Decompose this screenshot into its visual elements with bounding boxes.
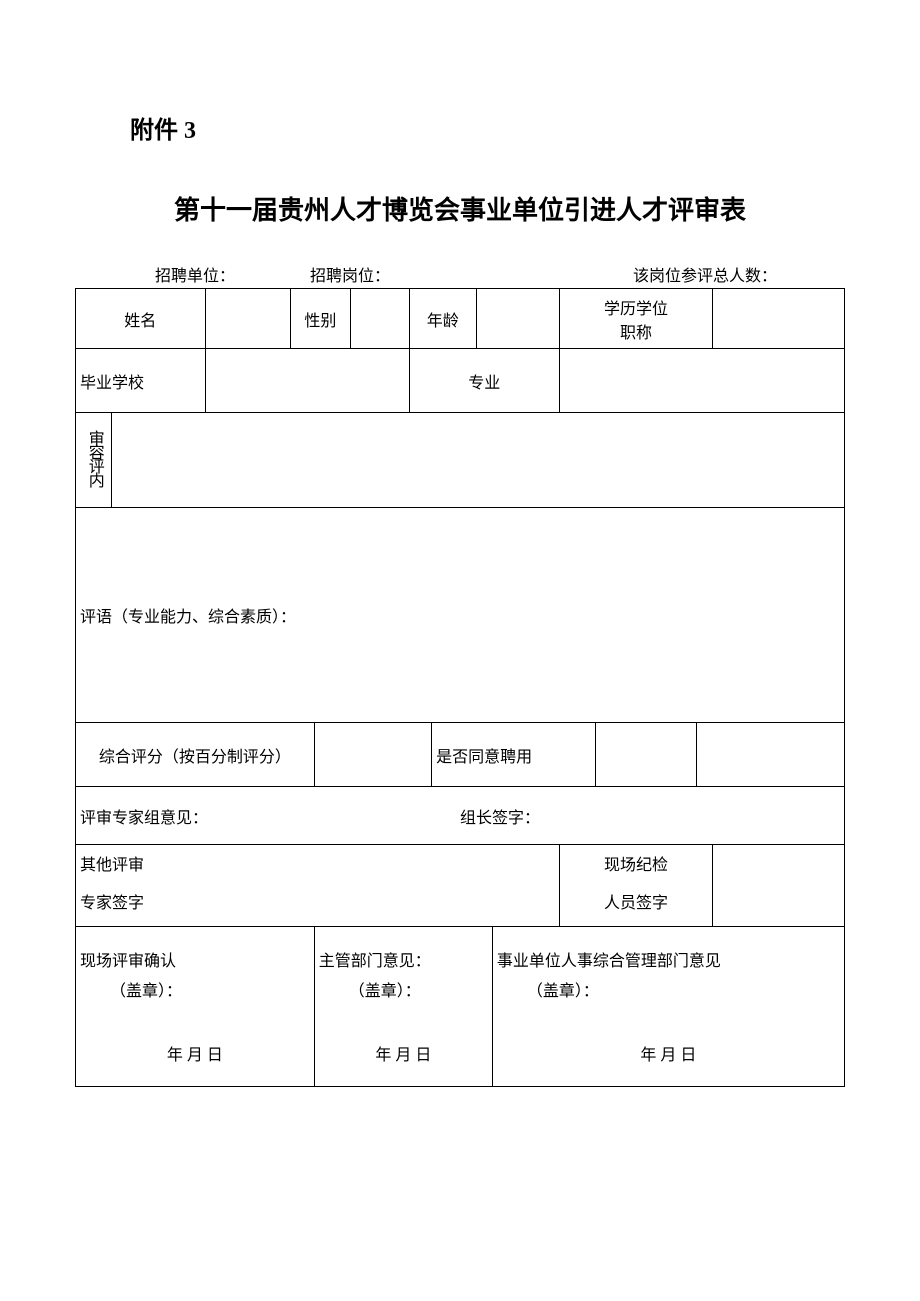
onsite-confirm-cell[interactable]: 现场评审确认 （盖章）： 年 月 日: [76, 926, 315, 1086]
gender-value[interactable]: [351, 289, 410, 349]
supervisor-opinion-stamp: （盖章）：: [319, 977, 488, 1001]
inspector-sign-value[interactable]: [713, 845, 845, 927]
score-value[interactable]: [314, 723, 431, 787]
agree-value-1[interactable]: [596, 723, 697, 787]
review-content-value[interactable]: [112, 413, 845, 508]
major-value[interactable]: [559, 349, 844, 413]
agree-value-2[interactable]: [697, 723, 845, 787]
expert-opinion-label: 评审专家组意见：: [80, 804, 460, 828]
header-position-label: 招聘岗位：: [310, 262, 570, 286]
education-value[interactable]: [713, 289, 845, 349]
onsite-confirm-stamp: （盖章）：: [80, 977, 310, 1001]
inspector-line1: 现场纪检: [564, 847, 709, 885]
education-label: 学历学位 职称: [559, 289, 713, 349]
comments-cell[interactable]: 评语（专业能力、综合素质）：: [76, 508, 845, 723]
supervisor-opinion-date: 年 月 日: [319, 1041, 488, 1065]
school-label: 毕业学校: [76, 349, 206, 413]
hr-dept-opinion-date: 年 月 日: [497, 1041, 840, 1065]
score-label: 综合评分（按百分制评分）: [76, 723, 315, 787]
evaluation-form-table: 姓名 性别 年龄 学历学位 职称 毕业学校 专业 审容评内 评语（专业能力、综合…: [75, 288, 845, 1087]
education-label-line1: 学历学位: [564, 295, 709, 319]
other-expert-line1: 其他评审: [80, 847, 555, 885]
name-label: 姓名: [76, 289, 206, 349]
inspector-line2: 人员签字: [564, 885, 709, 923]
attachment-label: 附件 3: [130, 110, 845, 145]
age-label: 年龄: [409, 289, 476, 349]
major-label: 专业: [409, 349, 559, 413]
hr-dept-opinion-cell[interactable]: 事业单位人事综合管理部门意见 （盖章）： 年 月 日: [492, 926, 844, 1086]
education-label-line2: 职称: [564, 319, 709, 343]
hr-dept-opinion-title: 事业单位人事综合管理部门意见: [497, 947, 840, 971]
comments-label: 评语（专业能力、综合素质）：: [80, 609, 296, 626]
supervisor-opinion-cell[interactable]: 主管部门意见： （盖章）： 年 月 日: [314, 926, 492, 1086]
hr-dept-opinion-stamp: （盖章）：: [497, 977, 840, 1001]
gender-label: 性别: [290, 289, 351, 349]
review-content-label: 审容评内: [76, 413, 112, 508]
onsite-confirm-title: 现场评审确认: [80, 947, 310, 971]
name-value[interactable]: [205, 289, 290, 349]
other-expert-cell[interactable]: 其他评审 专家签字: [76, 845, 560, 927]
school-value[interactable]: [205, 349, 409, 413]
supervisor-opinion-title: 主管部门意见：: [319, 947, 488, 971]
agree-label: 是否同意聘用: [432, 723, 596, 787]
leader-sign-label: 组长签字：: [460, 804, 840, 828]
header-unit-label: 招聘单位：: [80, 262, 310, 286]
header-fields: 招聘单位： 招聘岗位： 该岗位参评总人数：: [75, 262, 845, 286]
main-title: 第十一届贵州人才博览会事业单位引进人才评审表: [75, 190, 845, 227]
header-total-label: 该岗位参评总人数：: [570, 262, 840, 286]
other-expert-line2: 专家签字: [80, 885, 555, 923]
age-value[interactable]: [476, 289, 559, 349]
onsite-confirm-date: 年 月 日: [80, 1041, 310, 1065]
inspector-label-cell: 现场纪检 人员签字: [559, 845, 713, 927]
expert-opinion-cell[interactable]: 评审专家组意见： 组长签字：: [76, 787, 845, 845]
